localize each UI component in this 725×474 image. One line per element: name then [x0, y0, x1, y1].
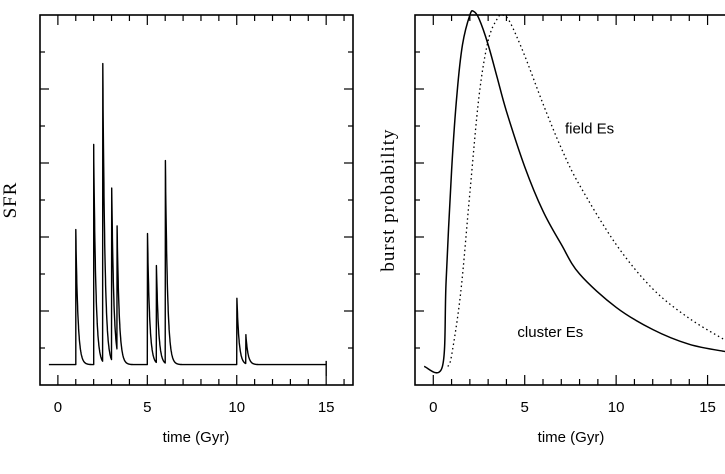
right-tick-labels: 0 5 10 15	[429, 399, 716, 416]
annotation-cluster-es: cluster Es	[517, 324, 583, 341]
left-ticks	[40, 15, 353, 385]
x-tick-label: 5	[143, 399, 151, 416]
annotation-field-es: field Es	[565, 120, 614, 137]
right-chart: 0 5 10 15 field Es cluster Es time (Gyr) bu…	[378, 10, 725, 446]
x-tick-label: 15	[699, 399, 716, 416]
right-ticks	[415, 15, 709, 385]
x-tick-label: 0	[429, 399, 437, 416]
x-tick-label: 10	[228, 399, 245, 416]
x-tick-label: 0	[54, 399, 62, 416]
left-xlabel: time (Gyr)	[163, 429, 230, 446]
x-tick-label: 5	[521, 399, 529, 416]
left-chart: 0 5 10 15 time (Gyr) SFR	[0, 14, 354, 446]
x-tick-label: 10	[608, 399, 625, 416]
sfr-curve	[48, 62, 327, 376]
series-line-cluster-es	[423, 10, 725, 374]
series-line-field-es	[447, 14, 725, 367]
right-xlabel: time (Gyr)	[538, 429, 605, 446]
left-ylabel: SFR	[0, 182, 21, 219]
left-plot-frame	[39, 14, 354, 386]
left-tick-labels: 0 5 10 15	[54, 399, 335, 416]
right-ylabel: burst probability	[378, 128, 399, 271]
x-tick-label: 15	[318, 399, 335, 416]
